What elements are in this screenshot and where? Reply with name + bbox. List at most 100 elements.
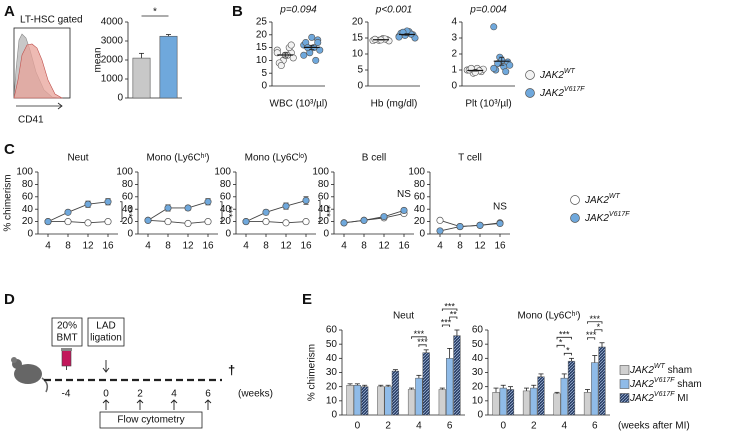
legend-marker [619, 365, 630, 375]
data-point [84, 219, 92, 227]
y-tick-label: 20 [414, 216, 426, 227]
significance-label: *** [417, 337, 428, 347]
series-line [246, 221, 307, 224]
bar [598, 346, 606, 416]
chart-title: Neut [67, 153, 88, 164]
error-bar [282, 52, 288, 58]
error-bar [309, 44, 315, 50]
y-tick-label: 60 [414, 191, 426, 202]
legend-label: JAK2V617F sham [629, 377, 702, 390]
bar [560, 377, 568, 416]
bar [407, 389, 416, 416]
bmt-box [51, 317, 83, 347]
y-tick-label: 80 [22, 179, 34, 190]
bar [415, 377, 423, 416]
y-tick-label: 40 [414, 204, 426, 215]
series-line [245, 200, 307, 223]
legend-label: JAK2V617F MI [629, 391, 688, 404]
timeline-label: 6 [205, 389, 211, 400]
error-bar [472, 69, 478, 72]
bar [353, 385, 362, 416]
series-line [48, 221, 109, 224]
box-text: 20% [57, 321, 77, 332]
y-tick-label: 5 [357, 65, 363, 76]
data-point [204, 198, 212, 206]
legend-sup: V617F [654, 377, 675, 384]
error-bar [568, 357, 574, 362]
series-line [439, 223, 501, 232]
data-point [164, 218, 172, 226]
legend-marker [619, 379, 630, 389]
significance-label: NS [397, 189, 411, 200]
significance-label: ** [450, 309, 458, 319]
error-bar [554, 391, 560, 394]
y-tick-label: 50 [326, 339, 338, 350]
x-tick-label: 16 [494, 241, 506, 252]
y-tick-label: 0 [117, 93, 123, 104]
x-axis-label: CD41 [18, 115, 44, 126]
significance-label: *** [441, 317, 452, 327]
x-tick-label: 12 [82, 241, 94, 252]
error-bar [439, 387, 445, 390]
data-point [456, 223, 464, 231]
bar [132, 57, 151, 99]
significance-line [587, 321, 603, 324]
y-tick-label: 60 [318, 191, 330, 202]
y-tick-label: 0 [357, 81, 363, 92]
legend-label: JAK2V617F [584, 211, 630, 224]
chart-title: Neut [393, 311, 414, 322]
data-point [204, 218, 212, 226]
arrows [102, 399, 212, 410]
significance-bracket [120, 201, 123, 222]
bar [159, 35, 178, 99]
significance-label: *** [122, 206, 133, 218]
significance-bracket [318, 200, 321, 222]
data-point [312, 56, 320, 64]
x-tick-label: 8 [65, 241, 71, 252]
error-bar [416, 374, 422, 379]
bar [438, 389, 446, 416]
x-tick-label: 16 [398, 241, 410, 252]
chart-title: p=0.004 [469, 5, 507, 16]
significance-label: * [597, 322, 601, 332]
data-point [64, 208, 72, 216]
chart-title: p<0.001 [375, 5, 412, 16]
legend-sup: WT [564, 68, 576, 75]
y-tick-label: 30 [472, 367, 484, 378]
timeline-label: 0 [103, 389, 109, 400]
y-tick-label: 10 [326, 395, 338, 406]
y-tick-label: 100 [116, 167, 133, 178]
significance-label: *** [444, 301, 455, 311]
significance-bracket [220, 201, 223, 222]
y-tick-label: 100 [408, 167, 425, 178]
x-tick-label: 8 [457, 241, 463, 252]
error-bar [362, 384, 368, 387]
data-point [44, 218, 52, 226]
significance-label: * [559, 338, 563, 348]
legend-label: JAK2WT sham [629, 363, 692, 376]
significance-label: *** [222, 206, 233, 218]
legend-marker [525, 70, 535, 80]
y-tick-label: 0 [261, 81, 267, 92]
error-bar [404, 33, 410, 36]
bar [583, 392, 592, 416]
y-tick-label: 20 [256, 29, 268, 40]
data-point [476, 221, 484, 229]
syringe-icon [61, 348, 72, 370]
error-bar [447, 348, 453, 359]
error-bar [347, 383, 353, 386]
y-tick-label: 1 [451, 65, 457, 76]
legend-label: JAK2V617F [539, 86, 585, 99]
legend-sup: V617F [654, 391, 675, 398]
error-bar [538, 373, 544, 377]
y-tick-label: 3000 [101, 36, 124, 47]
error-bar [585, 389, 591, 393]
y-tick-label: 10 [472, 395, 484, 406]
x-tick-label: 8 [263, 241, 269, 252]
significance-line [563, 352, 572, 356]
data-point [64, 218, 72, 226]
x-tick-label: 2 [531, 421, 537, 432]
data-point [104, 198, 112, 206]
y-tick-label: 0 [477, 410, 483, 421]
data-point [184, 219, 192, 228]
